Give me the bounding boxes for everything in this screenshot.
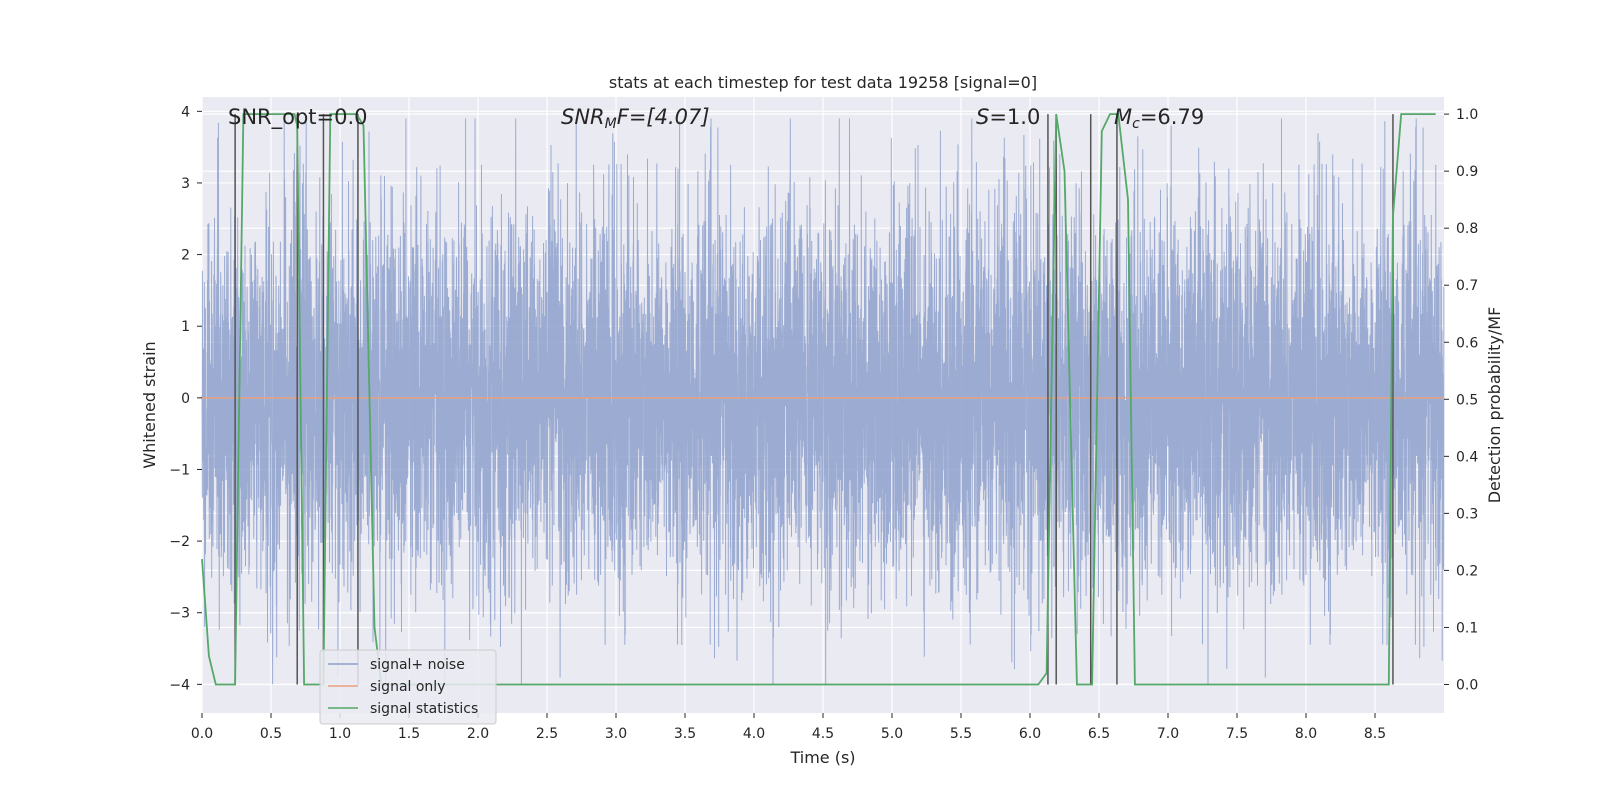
- x-tick-label-11: 5.5: [950, 726, 972, 742]
- legend-box: [319, 649, 497, 725]
- x-tick-label-6: 3.0: [605, 726, 627, 742]
- legend-label-noise: signal+ noise: [370, 657, 465, 673]
- annotation-snr-opt: SNR_opt=0.0: [228, 105, 368, 130]
- y-right-tick-label-8: 0.2: [1456, 563, 1478, 579]
- annotation-s: S=1.0: [976, 105, 1040, 129]
- annotation-mc: Mc=6.79: [1114, 105, 1204, 132]
- x-tick-label-10: 5.0: [881, 726, 903, 742]
- legend-label-statistics: signal statistics: [370, 701, 478, 717]
- annotation-snr-mf: SNRMF=[4.07]: [561, 105, 710, 132]
- x-axis-label: Time (s): [789, 748, 855, 767]
- x-tick-label-12: 6.0: [1019, 726, 1041, 742]
- y-right-tick-label-5: 0.5: [1456, 392, 1478, 408]
- vertical-markers: [234, 114, 1394, 685]
- y-right-tick-label-0: 1.0: [1456, 107, 1478, 123]
- y-left-tick-label-1: 3: [181, 176, 190, 192]
- y-left-tick-label-2: 2: [181, 248, 190, 264]
- y-left-axis-label: Whitened strain: [140, 341, 159, 468]
- y-left-tick-label-6: −2: [169, 534, 190, 550]
- x-tick-label-4: 2.0: [467, 726, 489, 742]
- x-tick-label-15: 7.5: [1226, 726, 1248, 742]
- y-right-tick-label-7: 0.3: [1456, 506, 1478, 522]
- noise-series: [201, 118, 1445, 685]
- noise-trace: [201, 118, 1445, 685]
- y-right-axis-ticks: 1.0 0.9 0.8 0.7 0.6 0.5 0.4 0.3 0.2 0.1 0.0: [1444, 107, 1478, 693]
- x-tick-label-8: 4.0: [743, 726, 765, 742]
- x-tick-label-1: 0.5: [260, 726, 282, 742]
- x-tick-label-7: 3.5: [674, 726, 696, 742]
- legend: signal+ noise signal only signal statist…: [319, 649, 497, 725]
- signal-statistics-series: [201, 113, 1436, 686]
- y-left-tick-label-5: −1: [169, 462, 190, 478]
- y-left-tick-label-4: 0: [181, 391, 190, 407]
- y-right-tick-label-9: 0.1: [1456, 620, 1478, 636]
- x-tick-label-0: 0.0: [191, 726, 213, 742]
- statistics-line: [201, 113, 1436, 686]
- chart-title: stats at each timestep for test data 192…: [609, 73, 1037, 92]
- legend-label-signal-only: signal only: [370, 679, 445, 695]
- y-right-tick-label-6: 0.4: [1456, 449, 1478, 465]
- y-right-tick-label-4: 0.6: [1456, 335, 1478, 351]
- x-tick-label-2: 1.0: [329, 726, 351, 742]
- x-axis-ticks: 0.0 0.5 1.0 1.5 2.0 2.5 3.0 3.5 4.0 4.5 5.0 5.5 6.0 6…: [191, 713, 1386, 742]
- y-right-tick-label-2: 0.8: [1456, 221, 1478, 237]
- x-tick-label-14: 7.0: [1157, 726, 1179, 742]
- x-tick-label-5: 2.5: [536, 726, 558, 742]
- y-right-tick-label-3: 0.7: [1456, 278, 1478, 294]
- y-left-tick-label-7: −3: [169, 606, 190, 622]
- y-right-tick-label-10: 0.0: [1456, 677, 1478, 693]
- y-left-tick-label-3: 1: [181, 319, 190, 335]
- x-tick-label-3: 1.5: [398, 726, 420, 742]
- y-right-tick-label-1: 0.9: [1456, 164, 1478, 180]
- x-tick-label-16: 8.0: [1295, 726, 1317, 742]
- x-tick-label-13: 6.5: [1088, 726, 1110, 742]
- y-left-tick-label-8: −4: [169, 677, 190, 693]
- y-left-axis-ticks: 4 3 2 1 0 −1 −2 −3 −4: [169, 104, 202, 693]
- x-tick-label-17: 8.5: [1364, 726, 1386, 742]
- x-tick-label-9: 4.5: [812, 726, 834, 742]
- y-right-axis-label: Detection probability/MF: [1485, 307, 1504, 504]
- y-left-tick-label-0: 4: [181, 104, 190, 120]
